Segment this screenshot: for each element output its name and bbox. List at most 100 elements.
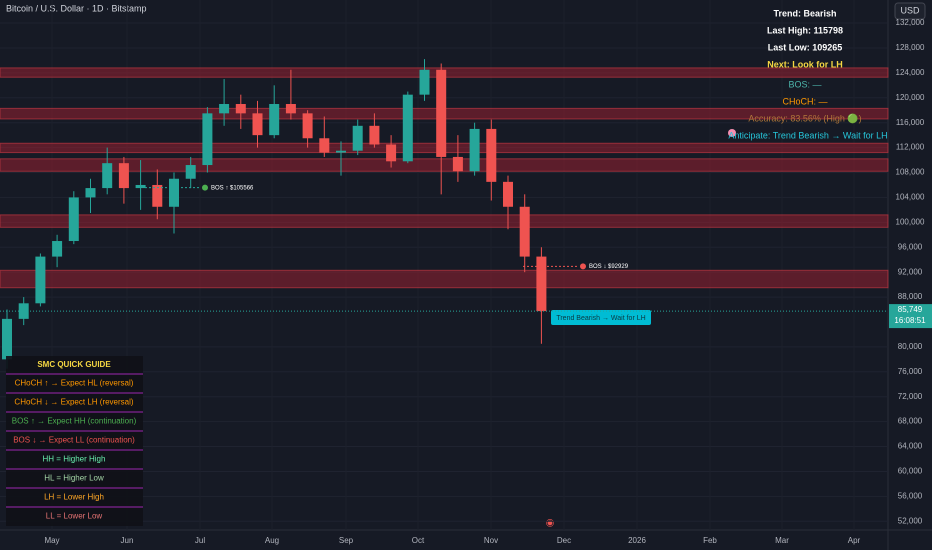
candle-body xyxy=(169,178,179,207)
y-tick-label: 56,000 xyxy=(898,491,923,500)
candle-body xyxy=(219,104,230,114)
info-line: CHoCH: — xyxy=(782,96,827,106)
annotation-dot xyxy=(202,184,208,191)
candle-body xyxy=(386,144,397,162)
y-tick-label: 80,000 xyxy=(898,342,923,351)
y-tick-label: 112,000 xyxy=(896,143,925,152)
y-tick-label: 128,000 xyxy=(896,43,925,52)
y-tick-label: 88,000 xyxy=(898,292,923,301)
candle-body xyxy=(352,125,363,151)
candle-body xyxy=(419,69,430,95)
x-tick-label: Apr xyxy=(848,536,861,545)
info-dot xyxy=(728,129,736,137)
info-line: Last Low: 109265 xyxy=(768,42,843,52)
candle-body xyxy=(68,197,79,242)
y-tick-label: 92,000 xyxy=(898,267,923,276)
candle-body xyxy=(436,69,447,157)
zone xyxy=(0,214,889,228)
y-tick-label: 96,000 xyxy=(898,242,923,251)
callout: Trend Bearish → Wait for LH xyxy=(556,315,645,322)
y-tick-label: 72,000 xyxy=(898,392,923,401)
info-line: Anticipate: Trend Bearish → Wait for LH xyxy=(728,130,887,140)
info-line: Last High: 115798 xyxy=(767,25,843,35)
candle-body xyxy=(486,128,497,182)
candle-body xyxy=(152,184,163,207)
price-tag: 85,749 xyxy=(898,305,923,314)
y-tick-label: 52,000 xyxy=(898,516,923,525)
candle-body xyxy=(503,181,513,207)
guide-panel xyxy=(6,356,143,526)
x-tick-label: Jun xyxy=(121,536,134,545)
currency-button[interactable] xyxy=(894,2,926,20)
y-tick-label: 116,000 xyxy=(896,118,925,127)
candle-body xyxy=(252,113,263,136)
candle-body xyxy=(135,184,146,189)
guide-row: CHoCH ↑ → Expect HL (reversal) xyxy=(15,379,134,388)
candle-body xyxy=(269,104,280,136)
x-tick-label: Sep xyxy=(339,536,354,545)
candle-body xyxy=(369,125,380,145)
guide-row: BOS ↓ → Expect LL (continuation) xyxy=(13,436,135,445)
guide-row: HL = Higher Low xyxy=(44,474,104,483)
info-line: Next: Look for LH xyxy=(767,59,843,69)
x-tick-label: Dec xyxy=(557,536,571,545)
x-tick-label: Nov xyxy=(484,536,498,545)
candle-body xyxy=(336,150,346,153)
guide-row: BOS ↑ → Expect HH (continuation) xyxy=(12,417,137,426)
annotation: BOS ↓ $92929 xyxy=(589,264,629,270)
candle-body xyxy=(52,241,63,257)
candle-body xyxy=(469,128,480,172)
candle-body xyxy=(519,206,530,257)
zone xyxy=(0,269,889,289)
guide-row: LL = Lower Low xyxy=(46,512,103,521)
candle-body xyxy=(235,104,246,114)
x-tick-label: Oct xyxy=(412,536,425,545)
candle-body xyxy=(402,94,413,162)
candle-body xyxy=(302,113,313,139)
candle-body xyxy=(18,303,29,319)
guide-row: HH = Higher High xyxy=(43,455,106,464)
y-tick-label: 68,000 xyxy=(898,417,923,426)
zone xyxy=(0,158,889,172)
x-tick-label: May xyxy=(44,536,59,545)
info-line: BOS: — xyxy=(788,79,821,89)
candle-body xyxy=(285,104,296,114)
guide-title: SMC QUICK GUIDE xyxy=(37,360,111,369)
x-tick-label: Jul xyxy=(195,536,205,545)
y-tick-label: 124,000 xyxy=(896,68,925,77)
y-tick-label: 60,000 xyxy=(898,467,923,476)
y-tick-label: 76,000 xyxy=(898,367,923,376)
guide-row: LH = Lower High xyxy=(44,493,104,502)
info-line: Accuracy: 83.56% (High 🟢) xyxy=(748,112,861,123)
candle-body xyxy=(102,163,113,189)
candle-body xyxy=(452,156,463,172)
candle-body xyxy=(319,138,330,153)
guide-row: CHoCH ↓ → Expect LH (reversal) xyxy=(14,398,133,407)
y-tick-label: 120,000 xyxy=(896,93,925,102)
candle-body xyxy=(2,318,12,360)
timer: 16:08:51 xyxy=(894,316,926,325)
x-tick-label: Aug xyxy=(265,536,279,545)
x-tick-label: Feb xyxy=(703,536,717,545)
currency[interactable]: USD xyxy=(900,5,920,15)
callout-box xyxy=(551,310,651,325)
x-tick-label: 2026 xyxy=(628,536,646,545)
x-tick-label: Mar xyxy=(775,536,789,545)
price-tag-box xyxy=(889,304,932,329)
candle-body xyxy=(35,256,46,304)
y-tick-label: 64,000 xyxy=(898,442,923,451)
candle-body xyxy=(118,163,129,189)
event-icon[interactable]: ◉ xyxy=(546,518,555,529)
candle-body xyxy=(185,165,196,179)
chart-title: Bitcoin / U.S. Dollar · 1D · Bitstamp xyxy=(6,3,147,13)
y-tick-label: 132,000 xyxy=(896,18,925,27)
y-tick-label: 104,000 xyxy=(896,193,925,202)
info-line: Trend: Bearish xyxy=(773,8,836,18)
candle-body xyxy=(202,113,213,166)
y-tick-label: 108,000 xyxy=(896,168,925,177)
annotation: BOS ↑ $105566 xyxy=(211,185,254,191)
y-tick-label: 100,000 xyxy=(896,217,925,226)
annotation-dot xyxy=(580,263,586,270)
